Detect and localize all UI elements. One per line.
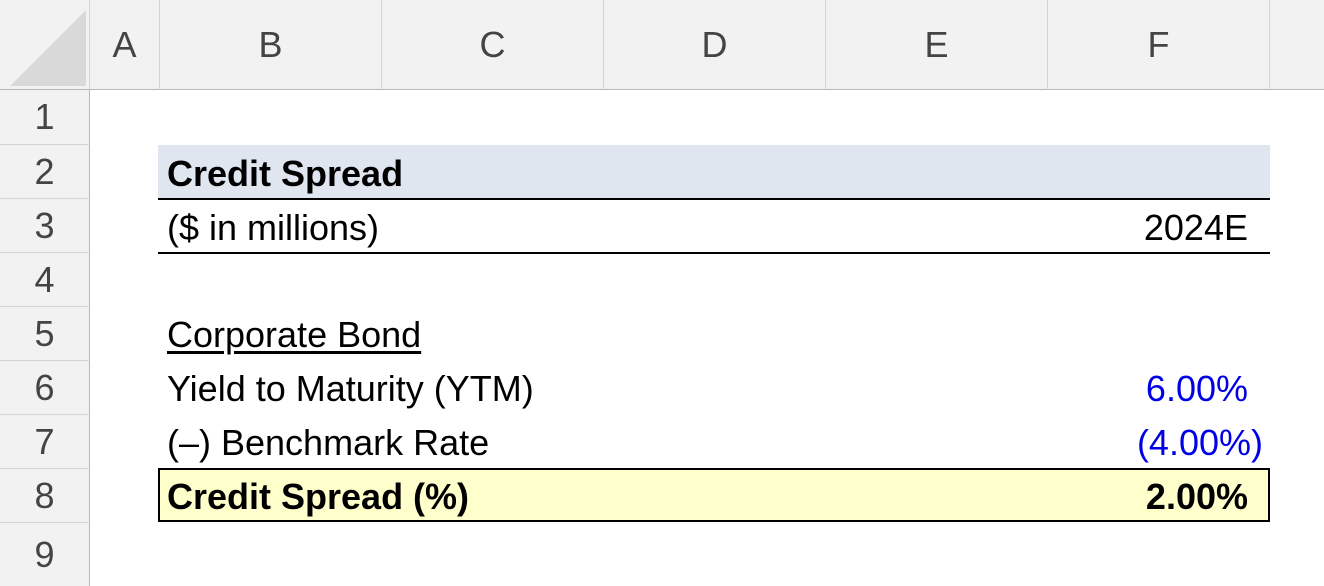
cell-f6-ytm-value[interactable]: 6.00% (1145, 368, 1248, 409)
units-row-border (158, 200, 1270, 254)
cell-b3-units[interactable]: ($ in millions) (167, 207, 380, 248)
cell-f8-spread-value[interactable]: 2.00% (1145, 476, 1248, 517)
row-header-6[interactable]: 6 (0, 361, 90, 415)
row-header-3[interactable]: 3 (0, 199, 90, 253)
column-header-c[interactable]: C (382, 0, 604, 90)
row-header-4[interactable]: 4 (0, 253, 90, 307)
cell-b7-benchmark-label[interactable]: (–) Benchmark Rate (167, 422, 490, 463)
cell-b2-title[interactable]: Credit Spread (167, 153, 404, 194)
cell-f7-benchmark-value[interactable]: (4.00%) (1136, 422, 1263, 463)
row-header-2[interactable]: 2 (0, 145, 90, 199)
title-row-fill (158, 145, 1270, 200)
cell-f3-period[interactable]: 2024E (1143, 207, 1248, 248)
row-header-8[interactable]: 8 (0, 469, 90, 523)
cell-b5-section[interactable]: Corporate Bond (167, 314, 422, 355)
column-header-d[interactable]: D (604, 0, 826, 90)
cell-b8-spread-label[interactable]: Credit Spread (%) (167, 476, 470, 517)
row-header-7[interactable]: 7 (0, 415, 90, 469)
total-row-box (158, 468, 1270, 522)
select-all-triangle-icon (10, 10, 86, 86)
row-header-9[interactable]: 9 (0, 523, 90, 586)
column-header-g[interactable] (1270, 0, 1324, 90)
column-header-b[interactable]: B (160, 0, 382, 90)
column-header-a[interactable]: A (90, 0, 160, 90)
cell-b6-ytm-label[interactable]: Yield to Maturity (YTM) (167, 368, 534, 409)
select-all-corner[interactable] (0, 0, 90, 90)
column-header-e[interactable]: E (826, 0, 1048, 90)
row-header-1[interactable]: 1 (0, 90, 90, 145)
column-header-f[interactable]: F (1048, 0, 1270, 90)
row-header-5[interactable]: 5 (0, 307, 90, 361)
